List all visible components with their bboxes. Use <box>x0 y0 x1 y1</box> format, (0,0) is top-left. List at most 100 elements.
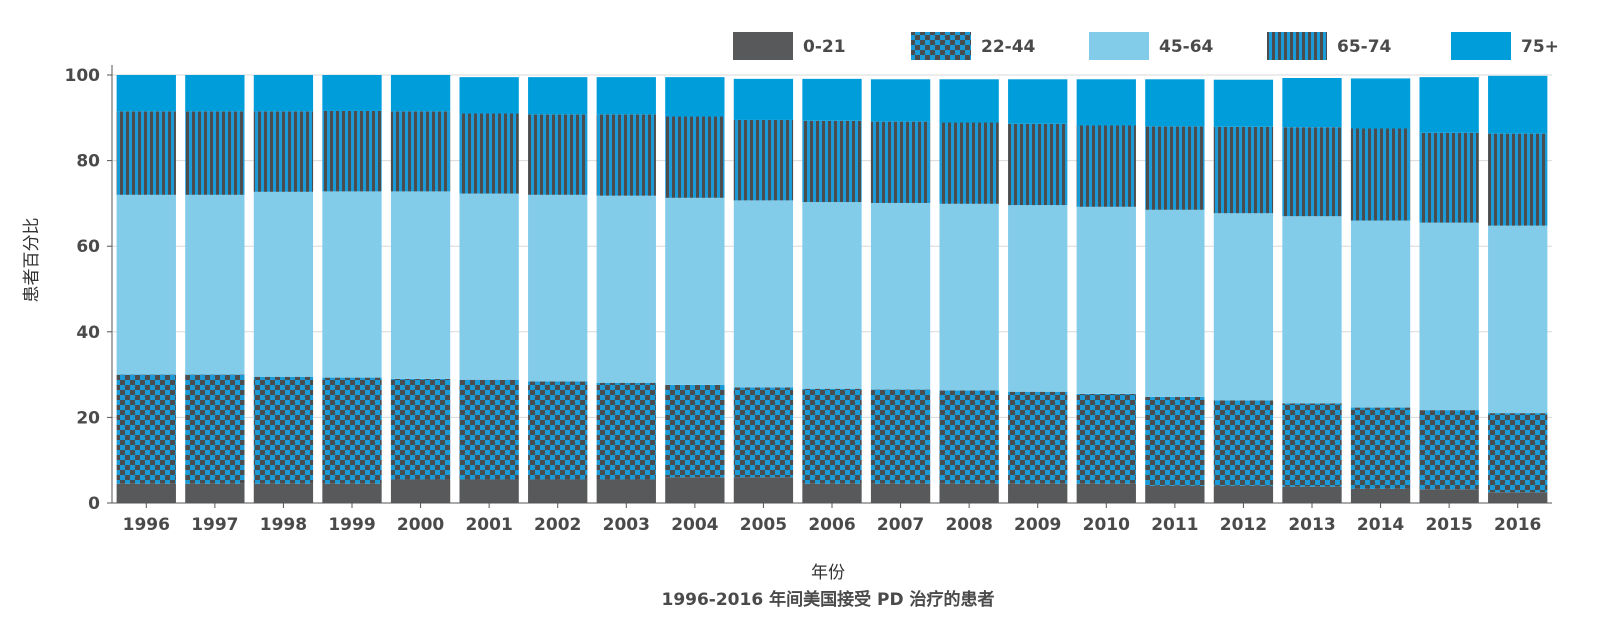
bar-segment-65-74-2001 <box>459 113 519 194</box>
x-tick-label: 2010 <box>1083 515 1130 535</box>
bar-segment-0-21-2003 <box>596 479 656 503</box>
legend: 0-21 22-44 45-64 65-74 75+ <box>733 32 1559 60</box>
bar-segment-45-64-2003 <box>596 195 656 383</box>
bar-segment-65-74-2008 <box>939 122 999 204</box>
x-tick-label: 1998 <box>260 515 307 535</box>
legend-label: 22-44 <box>981 37 1036 57</box>
bar-segment-75+-2001 <box>459 77 519 114</box>
bar-segment-45-64-2001 <box>459 193 519 380</box>
bar-segment-45-64-2008 <box>939 203 999 391</box>
bar-segment-0-21-2012 <box>1213 485 1274 503</box>
y-tick-label: 40 <box>76 323 100 343</box>
bar-segment-65-74-1997 <box>185 111 245 195</box>
x-tick-label: 1996 <box>123 515 170 535</box>
bar-segment-75+-2003 <box>596 77 656 115</box>
bar-segment-0-21-2000 <box>390 479 451 503</box>
y-tick-label: 0 <box>88 494 100 514</box>
bar-segment-45-64-1999 <box>322 191 382 378</box>
x-tick-label: 2011 <box>1151 515 1198 535</box>
bar-segment-75+-2013 <box>1282 78 1342 128</box>
bar-segment-0-21-2011 <box>1145 485 1205 503</box>
bar-segment-0-21-1997 <box>185 483 245 503</box>
bar-segment-45-64-2010 <box>1076 206 1136 394</box>
bar-segment-65-74-2009 <box>1008 123 1068 206</box>
legend-swatch-45-64 <box>1089 32 1149 60</box>
bar-segment-45-64-2006 <box>802 202 862 389</box>
bar-segment-22-44-2016 <box>1488 413 1548 493</box>
x-tick-label: 2008 <box>945 515 992 535</box>
bar-segment-65-74-2003 <box>596 114 656 196</box>
chart-caption: 1996-2016 年间美国接受 PD 治疗的患者 <box>661 589 994 610</box>
bar-segment-45-64-2011 <box>1145 209 1205 397</box>
bar-segment-0-21-2006 <box>802 483 862 503</box>
bar-segment-0-21-1996 <box>116 483 176 503</box>
bar-segment-22-44-2001 <box>459 379 519 480</box>
bar-segment-22-44-1998 <box>253 376 314 484</box>
x-axis-title: 年份 <box>811 563 845 583</box>
bar-segment-75+-2016 <box>1488 75 1548 134</box>
bar-segment-45-64-2009 <box>1008 205 1068 392</box>
bar-segment-75+-1998 <box>253 75 314 112</box>
x-tick-label: 2016 <box>1494 515 1541 535</box>
y-tick-label: 20 <box>76 408 100 428</box>
bar-segment-22-44-2010 <box>1076 393 1136 484</box>
bar-segment-65-74-2014 <box>1350 128 1411 221</box>
bar-segment-0-21-2013 <box>1282 486 1342 503</box>
bar-segment-75+-1996 <box>116 75 176 112</box>
bar-segment-65-74-2011 <box>1145 126 1205 210</box>
legend-swatch-65-74 <box>1267 32 1327 60</box>
bar-segment-65-74-2006 <box>802 120 862 203</box>
bar-segment-75+-2014 <box>1350 78 1411 129</box>
bar-segment-22-44-2008 <box>939 390 999 484</box>
legend-swatch-22-44 <box>911 32 971 60</box>
bar-segment-65-74-2012 <box>1213 126 1274 214</box>
bar-segment-22-44-2003 <box>596 382 656 480</box>
bar-segment-65-74-2013 <box>1282 127 1342 217</box>
bar-segment-45-64-2014 <box>1350 220 1411 408</box>
bar-segment-65-74-2000 <box>390 111 451 192</box>
bar-segment-22-44-2000 <box>390 378 451 480</box>
x-tick-label: 2006 <box>808 515 855 535</box>
bar-segment-22-44-2004 <box>665 384 725 478</box>
bar-segment-22-44-2009 <box>1008 391 1068 484</box>
bar-segment-65-74-2002 <box>528 114 588 195</box>
bar-segment-0-21-2016 <box>1488 492 1548 503</box>
y-tick-label: 60 <box>76 237 100 257</box>
bar-segment-45-64-2004 <box>665 197 725 385</box>
bar-segment-45-64-2012 <box>1213 213 1274 401</box>
bar-segment-22-44-1999 <box>322 377 382 484</box>
bar-segment-75+-2011 <box>1145 79 1205 127</box>
bar-segment-75+-2009 <box>1008 79 1068 124</box>
bar-segment-75+-2015 <box>1419 77 1479 133</box>
x-tick-label: 2004 <box>671 515 718 535</box>
bar-segment-75+-2005 <box>733 78 794 120</box>
bar-segment-65-74-2005 <box>733 119 794 201</box>
bar-segment-22-44-2015 <box>1419 410 1479 490</box>
bar-segment-22-44-2013 <box>1282 403 1342 487</box>
y-tick-label: 100 <box>65 66 101 86</box>
x-tick-label: 2015 <box>1425 515 1472 535</box>
bar-segment-22-44-2012 <box>1213 400 1274 486</box>
legend-label: 0-21 <box>803 37 846 57</box>
y-tick-label: 80 <box>76 152 100 172</box>
x-tick-label: 2014 <box>1357 515 1404 535</box>
bar-segment-65-74-2007 <box>870 121 931 203</box>
bar-segment-75+-2004 <box>665 77 725 117</box>
bar-segment-75+-2007 <box>870 79 931 122</box>
bar-segment-0-21-2009 <box>1008 483 1068 503</box>
bar-segment-45-64-1996 <box>116 194 176 375</box>
x-tick-label: 2000 <box>397 515 444 535</box>
x-tick-label: 2002 <box>534 515 581 535</box>
bar-segment-0-21-2015 <box>1419 489 1479 503</box>
bar-segment-45-64-2002 <box>528 194 588 382</box>
x-tick-label: 2012 <box>1220 515 1267 535</box>
bar-segment-65-74-1998 <box>253 111 314 192</box>
legend-label: 75+ <box>1521 37 1559 57</box>
legend-swatch-75+ <box>1451 32 1511 60</box>
bar-segment-75+-1999 <box>322 75 382 111</box>
bar-segment-0-21-1998 <box>253 483 314 503</box>
bar-segment-65-74-1999 <box>322 110 382 192</box>
x-tick-label: 2007 <box>877 515 924 535</box>
bar-segment-0-21-2014 <box>1350 488 1411 503</box>
x-tick-label: 2001 <box>465 515 512 535</box>
